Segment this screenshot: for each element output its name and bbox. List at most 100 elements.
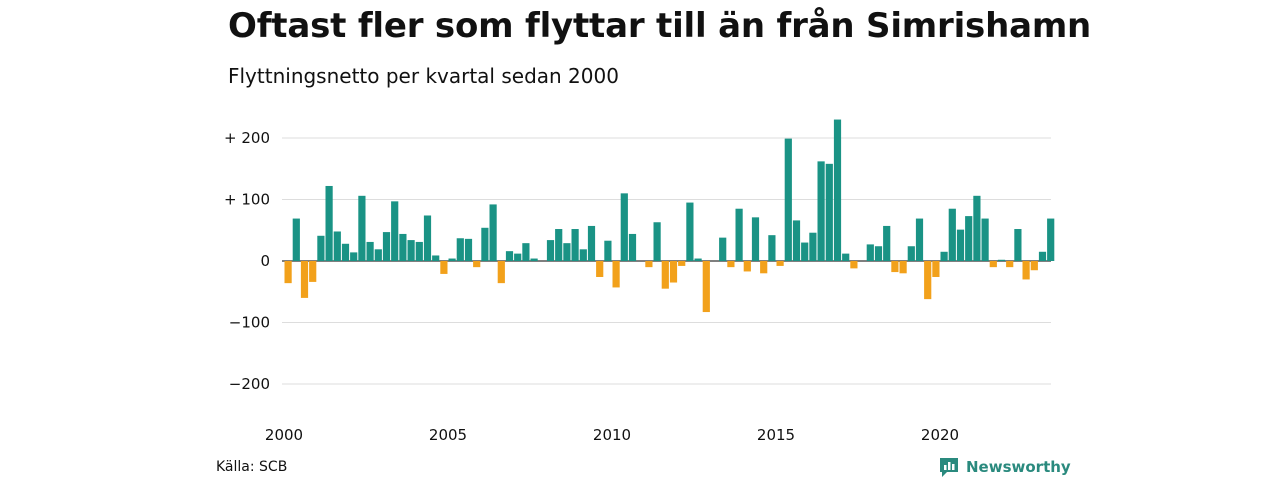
- bar[interactable]: [842, 253, 850, 261]
- bar[interactable]: [620, 193, 628, 261]
- bar[interactable]: [391, 201, 399, 261]
- bar[interactable]: [481, 227, 489, 261]
- bar[interactable]: [719, 237, 727, 261]
- bar[interactable]: [850, 261, 858, 269]
- bar[interactable]: [284, 261, 292, 284]
- bar[interactable]: [546, 240, 555, 261]
- bar[interactable]: [333, 231, 341, 261]
- bar[interactable]: [448, 258, 456, 261]
- bar[interactable]: [956, 229, 965, 261]
- bar[interactable]: [350, 252, 358, 261]
- bar[interactable]: [423, 215, 432, 261]
- x-tick-label: 2020: [921, 426, 959, 444]
- bar[interactable]: [702, 261, 710, 313]
- x-tick-label: 2000: [265, 426, 303, 444]
- bar[interactable]: [809, 232, 817, 261]
- bar[interactable]: [686, 202, 694, 261]
- bar[interactable]: [678, 261, 686, 266]
- bar[interactable]: [440, 261, 448, 274]
- bar[interactable]: [325, 185, 333, 261]
- bar[interactable]: [407, 240, 415, 261]
- bar[interactable]: [973, 195, 981, 261]
- bar[interactable]: [382, 232, 391, 261]
- bar[interactable]: [456, 238, 464, 261]
- bar[interactable]: [661, 261, 669, 289]
- bar[interactable]: [579, 249, 587, 261]
- bar[interactable]: [505, 251, 514, 261]
- bar[interactable]: [866, 244, 874, 261]
- bar[interactable]: [801, 242, 809, 261]
- bar[interactable]: [694, 258, 702, 261]
- y-tick-label: + 100: [224, 191, 270, 209]
- bar[interactable]: [1038, 251, 1047, 261]
- logo-text: Newsworthy: [966, 458, 1071, 476]
- bar[interactable]: [940, 251, 948, 261]
- bar[interactable]: [522, 243, 530, 261]
- bar[interactable]: [399, 233, 407, 261]
- bar[interactable]: [751, 217, 760, 261]
- bar[interactable]: [965, 216, 973, 261]
- bar[interactable]: [604, 240, 612, 261]
- bar[interactable]: [358, 195, 366, 261]
- bar[interactable]: [309, 261, 317, 282]
- bar[interactable]: [891, 261, 899, 273]
- bar[interactable]: [555, 229, 563, 261]
- bar[interactable]: [883, 225, 891, 261]
- bar[interactable]: [530, 258, 538, 261]
- bar[interactable]: [735, 208, 743, 261]
- bar[interactable]: [300, 261, 309, 298]
- bar[interactable]: [997, 259, 1006, 261]
- bar[interactable]: [464, 238, 473, 261]
- bar[interactable]: [948, 208, 956, 261]
- bar[interactable]: [514, 253, 522, 261]
- bar[interactable]: [743, 261, 751, 272]
- bar[interactable]: [317, 235, 325, 261]
- bar[interactable]: [612, 261, 620, 288]
- bar[interactable]: [907, 246, 915, 261]
- bar[interactable]: [1022, 261, 1030, 280]
- bar[interactable]: [1006, 261, 1014, 268]
- bar[interactable]: [596, 261, 604, 277]
- newsworthy-logo-icon: [940, 458, 958, 477]
- bar[interactable]: [784, 138, 792, 261]
- bar[interactable]: [432, 255, 440, 261]
- bar[interactable]: [825, 163, 833, 261]
- bar[interactable]: [981, 218, 989, 261]
- bar[interactable]: [645, 261, 653, 268]
- bar[interactable]: [628, 233, 637, 261]
- bar[interactable]: [653, 222, 661, 261]
- bar[interactable]: [292, 218, 300, 261]
- bar[interactable]: [874, 246, 883, 261]
- bar[interactable]: [669, 261, 678, 283]
- bar[interactable]: [768, 235, 776, 261]
- bar[interactable]: [1030, 261, 1038, 271]
- bar[interactable]: [571, 229, 579, 261]
- bar[interactable]: [563, 243, 571, 261]
- bar[interactable]: [1014, 229, 1022, 261]
- bar[interactable]: [497, 261, 505, 284]
- bar[interactable]: [760, 261, 768, 274]
- bar[interactable]: [817, 161, 825, 261]
- x-tick-label: 2005: [429, 426, 467, 444]
- bar[interactable]: [989, 261, 997, 268]
- bar[interactable]: [932, 261, 940, 277]
- bar[interactable]: [341, 243, 350, 261]
- bar[interactable]: [489, 204, 497, 261]
- bar[interactable]: [924, 261, 932, 300]
- bar[interactable]: [833, 119, 842, 261]
- bar[interactable]: [776, 261, 784, 266]
- chart-title: Oftast fler som flyttar till än från Sim…: [228, 6, 1092, 46]
- bar[interactable]: [366, 241, 374, 261]
- bar[interactable]: [473, 261, 481, 268]
- bar[interactable]: [792, 220, 801, 261]
- bar[interactable]: [415, 241, 423, 261]
- bar[interactable]: [587, 225, 596, 261]
- newsworthy-logo[interactable]: Newsworthy: [938, 456, 1071, 478]
- bar[interactable]: [727, 261, 735, 268]
- bar[interactable]: [374, 249, 382, 261]
- bar[interactable]: [899, 261, 907, 274]
- chart-subtitle: Flyttningsnetto per kvartal sedan 2000: [228, 64, 619, 88]
- y-tick-label: −100: [229, 314, 270, 332]
- bar[interactable]: [915, 218, 924, 261]
- bar[interactable]: [1047, 218, 1055, 261]
